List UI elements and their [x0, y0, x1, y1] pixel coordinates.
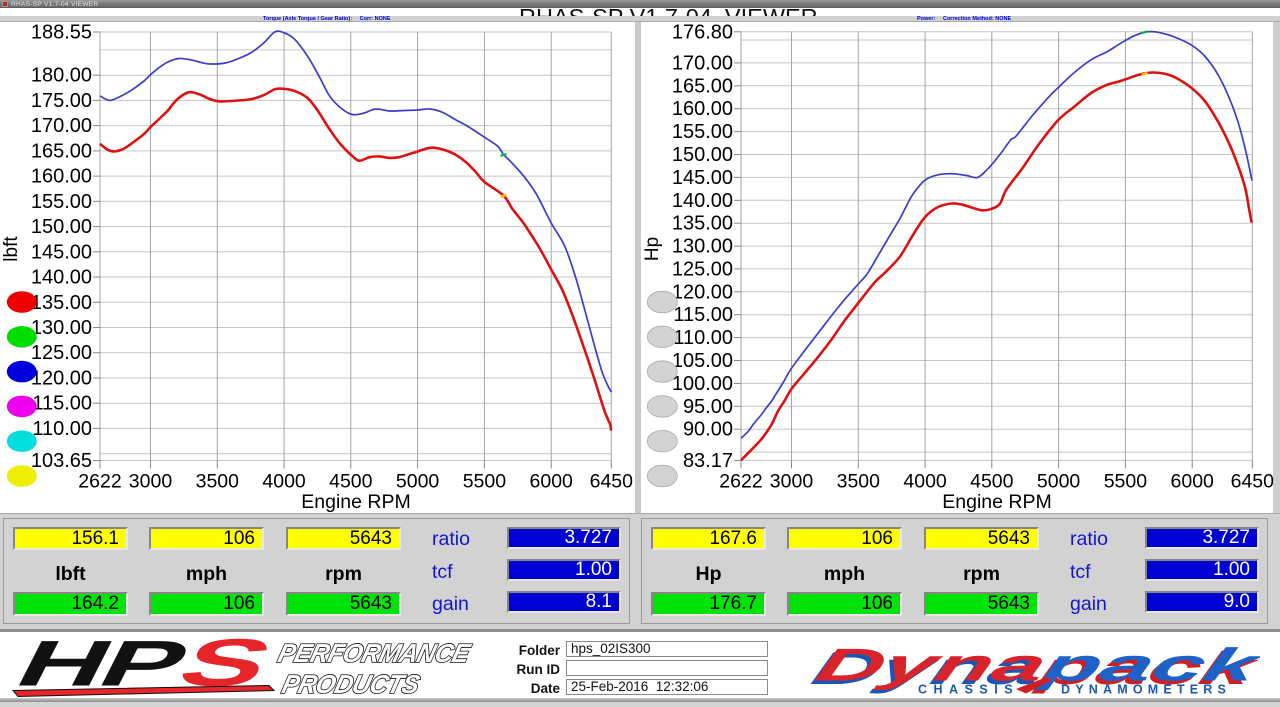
- svg-text:lbft: lbft: [1, 236, 22, 262]
- svg-text:3000: 3000: [770, 471, 814, 493]
- svg-text:140.00: 140.00: [672, 190, 733, 212]
- svg-text:5500: 5500: [1104, 471, 1148, 493]
- svg-text:155.00: 155.00: [31, 191, 92, 213]
- svg-text:165.00: 165.00: [31, 140, 92, 162]
- svg-text:Engine RPM: Engine RPM: [942, 491, 1051, 513]
- svg-text:125.00: 125.00: [31, 342, 92, 364]
- svg-text:Dynapack: Dynapack: [810, 639, 1260, 691]
- svg-text:120.00: 120.00: [31, 368, 92, 390]
- svg-text:125.00: 125.00: [672, 258, 733, 280]
- svg-text:145.00: 145.00: [672, 167, 733, 189]
- svg-text:145.00: 145.00: [31, 241, 92, 263]
- svg-text:90.00: 90.00: [683, 419, 733, 441]
- svg-text:135.00: 135.00: [672, 213, 733, 235]
- svg-text:110.00: 110.00: [673, 327, 733, 349]
- svg-text:180.00: 180.00: [31, 65, 92, 87]
- svg-text:160.00: 160.00: [672, 98, 733, 120]
- svg-text:130.00: 130.00: [672, 236, 733, 258]
- svg-text:2622: 2622: [719, 471, 762, 493]
- svg-text:175.00: 175.00: [31, 90, 92, 112]
- svg-text:150.00: 150.00: [672, 144, 733, 166]
- svg-text:115.00: 115.00: [32, 393, 92, 415]
- svg-text:115.00: 115.00: [673, 304, 733, 326]
- svg-text:176.80: 176.80: [672, 22, 733, 43]
- svg-text:150.00: 150.00: [31, 216, 92, 238]
- svg-text:135.00: 135.00: [31, 292, 92, 314]
- svg-text:105.00: 105.00: [672, 350, 733, 372]
- svg-text:155.00: 155.00: [672, 121, 733, 143]
- svg-text:6450: 6450: [590, 471, 634, 493]
- svg-text:PERFORMANCE: PERFORMANCE: [275, 640, 473, 668]
- svg-text:140.00: 140.00: [31, 267, 92, 289]
- svg-text:83.17: 83.17: [683, 450, 733, 472]
- svg-text:DYNAMOMETERS: DYNAMOMETERS: [1061, 683, 1231, 697]
- svg-text:5000: 5000: [1037, 471, 1081, 493]
- svg-text:3500: 3500: [837, 471, 881, 493]
- svg-text:100.00: 100.00: [672, 373, 733, 395]
- svg-text:188.55: 188.55: [31, 22, 92, 44]
- svg-text:103.65: 103.65: [31, 450, 92, 472]
- svg-text:4000: 4000: [903, 471, 947, 493]
- svg-text:5000: 5000: [396, 471, 440, 493]
- svg-text:6000: 6000: [1171, 471, 1215, 493]
- svg-text:3000: 3000: [129, 471, 173, 493]
- svg-text:170.00: 170.00: [672, 52, 733, 74]
- svg-text:6450: 6450: [1231, 471, 1275, 493]
- svg-text:4000: 4000: [262, 471, 306, 493]
- svg-text:4500: 4500: [329, 471, 373, 493]
- svg-text:Hp: Hp: [642, 237, 663, 261]
- svg-text:5500: 5500: [463, 471, 507, 493]
- svg-text:160.00: 160.00: [31, 166, 92, 188]
- svg-text:2622: 2622: [78, 471, 121, 493]
- svg-text:6000: 6000: [530, 471, 574, 493]
- svg-text:3500: 3500: [196, 471, 240, 493]
- svg-text:120.00: 120.00: [672, 281, 733, 303]
- svg-text:Engine RPM: Engine RPM: [301, 491, 410, 513]
- svg-text:170.00: 170.00: [31, 115, 92, 137]
- svg-text:130.00: 130.00: [31, 317, 92, 339]
- svg-text:165.00: 165.00: [672, 75, 733, 97]
- svg-text:110.00: 110.00: [32, 418, 92, 440]
- svg-text:Dynapack: Dynapack: [806, 642, 1260, 694]
- svg-text:CHASSIS: CHASSIS: [918, 683, 1019, 697]
- svg-text:4500: 4500: [970, 471, 1014, 493]
- svg-text:PRODUCTS: PRODUCTS: [279, 671, 422, 699]
- svg-text:95.00: 95.00: [683, 396, 733, 418]
